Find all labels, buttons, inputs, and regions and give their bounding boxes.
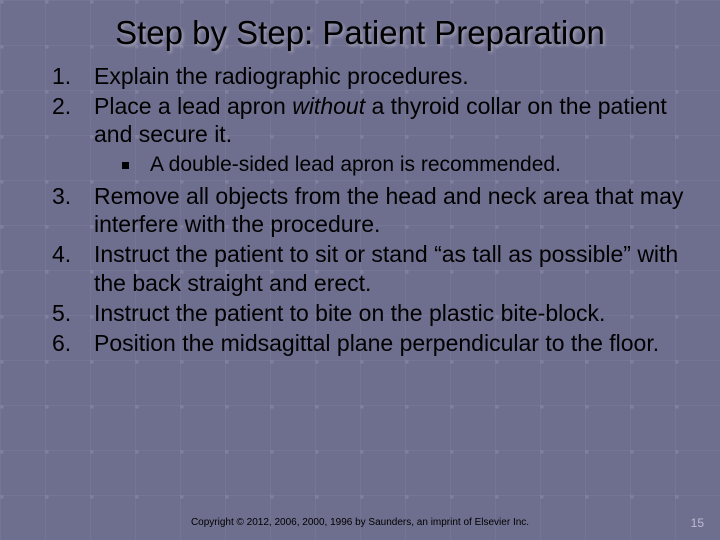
slide-title: Step by Step: Patient Preparation xyxy=(28,14,692,52)
steps-list: Explain the radiographic procedures. Pla… xyxy=(28,62,692,357)
step-3-text: Remove all objects from the head and nec… xyxy=(94,183,683,237)
step-2: Place a lead apron without a thyroid col… xyxy=(28,92,692,178)
step-2-pre: Place a lead apron xyxy=(94,93,292,119)
step-2-sub-1-text: A double-sided lead apron is recommended… xyxy=(150,153,561,176)
page-number: 15 xyxy=(691,516,704,530)
step-2-italic: without xyxy=(292,93,365,119)
step-4: Instruct the patient to sit or stand “as… xyxy=(28,240,692,296)
step-6-text: Position the midsagittal plane perpendic… xyxy=(94,330,659,356)
step-4-text: Instruct the patient to sit or stand “as… xyxy=(94,241,678,295)
step-2-sub-1: A double-sided lead apron is recommended… xyxy=(120,152,692,178)
copyright-text: Copyright © 2012, 2006, 2000, 1996 by Sa… xyxy=(0,517,720,528)
step-1-text: Explain the radiographic procedures. xyxy=(94,63,469,89)
step-3: Remove all objects from the head and nec… xyxy=(28,182,692,238)
slide-container: Step by Step: Patient Preparation Explai… xyxy=(0,0,720,357)
step-5-text: Instruct the patient to bite on the plas… xyxy=(94,300,605,326)
step-2-sublist: A double-sided lead apron is recommended… xyxy=(94,152,692,178)
step-5: Instruct the patient to bite on the plas… xyxy=(28,299,692,327)
step-1: Explain the radiographic procedures. xyxy=(28,62,692,90)
step-6: Position the midsagittal plane perpendic… xyxy=(28,329,692,357)
